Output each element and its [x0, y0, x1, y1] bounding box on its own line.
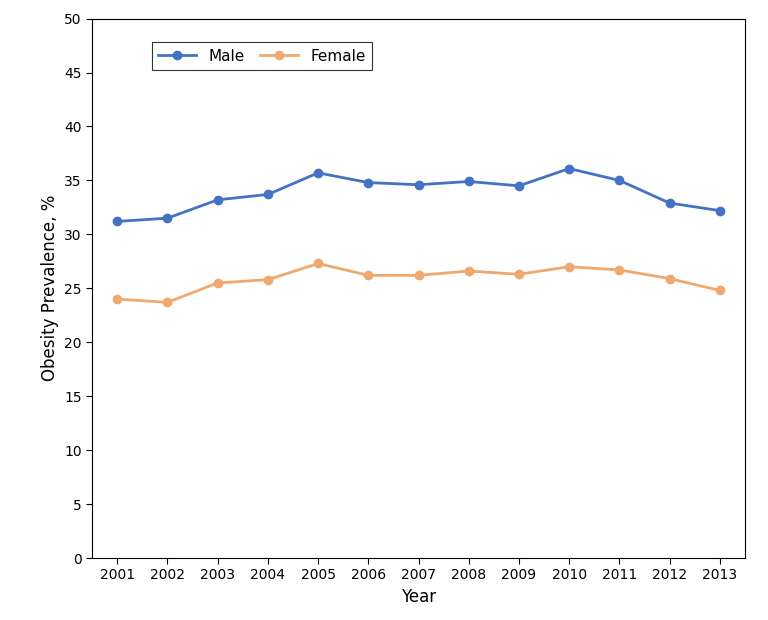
Female [163, 299, 172, 306]
Y-axis label: Obesity Prevalence, %: Obesity Prevalence, % [41, 195, 58, 381]
Female [364, 272, 373, 279]
Male [665, 200, 674, 207]
Female [263, 276, 273, 283]
Male [364, 179, 373, 186]
Male [213, 196, 222, 203]
Male [414, 181, 423, 188]
Male [615, 177, 624, 184]
Line: Female: Female [113, 259, 724, 306]
Line: Male: Male [113, 164, 724, 226]
Male [464, 178, 473, 185]
Female [564, 263, 574, 270]
Female [313, 260, 323, 267]
Male [313, 169, 323, 177]
Female [213, 279, 222, 286]
Male [564, 165, 574, 172]
Female [464, 267, 473, 275]
Male [515, 182, 524, 190]
Female [665, 275, 674, 282]
Female [615, 266, 624, 273]
Male [163, 215, 172, 222]
Female [715, 286, 724, 294]
X-axis label: Year: Year [401, 588, 436, 606]
Female [113, 295, 122, 303]
Legend: Male, Female: Male, Female [152, 42, 372, 69]
Female [515, 270, 524, 278]
Male [113, 218, 122, 225]
Female [414, 272, 423, 279]
Male [715, 207, 724, 215]
Male [263, 191, 273, 198]
